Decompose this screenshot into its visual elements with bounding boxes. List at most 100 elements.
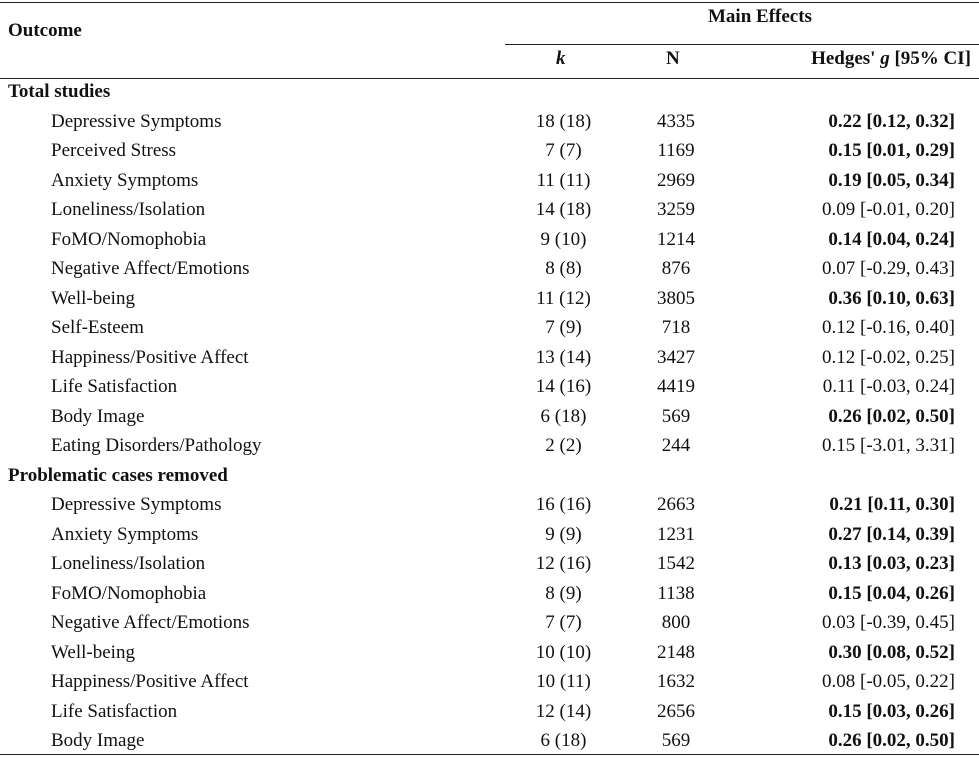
n-cell: 569 [661, 730, 691, 751]
header-n: N [666, 48, 680, 69]
hedges-g-cell: 0.19 [0.05, 0.34] [828, 169, 955, 191]
table-row: Well-being 11 (12) 3805 0.36 [0.10, 0.63] [0, 285, 979, 315]
header-main-effects: Main Effects [708, 6, 812, 27]
table-row: Life Satisfaction 12 (14) 2656 0.15 [0.03, … [0, 698, 979, 728]
k-cell: 14 (16) [535, 376, 592, 397]
outcome-cell: Well-being [51, 287, 135, 309]
table-row: Depressive Symptoms 18 (18) 4335 0.22 [0.12… [0, 108, 979, 138]
hedges-g-cell: 0.03 [-0.39, 0.45] [822, 612, 955, 633]
k-cell: 8 (8) [545, 258, 582, 279]
table-row: Body Image 6 (18) 569 0.26 [0.02, 0.50] [0, 727, 979, 757]
table-row: Negative Affect/Emotions 7 (7) 800 0.03 [-0… [0, 609, 979, 639]
k-cell: 8 (9) [545, 582, 582, 604]
n-cell: 1231 [657, 523, 695, 545]
table-row: Body Image 6 (18) 569 0.26 [0.02, 0.50] [0, 403, 979, 433]
table-row: Happiness/Positive Affect 13 (14) 3427 0.12… [0, 344, 979, 374]
table-row: Depressive Symptoms 16 (16) 2663 0.21 [0.11… [0, 491, 979, 521]
table-row: Happiness/Positive Affect 10 (11) 1632 0.08… [0, 668, 979, 698]
section-title: Total studies [8, 81, 111, 102]
hedges-g-cell: 0.27 [0.14, 0.39] [828, 523, 955, 545]
header-g-prefix: Hedges' [811, 48, 881, 69]
k-cell: 9 (10) [540, 228, 587, 250]
outcome-cell: Depressive Symptoms [51, 494, 222, 515]
n-cell: 1169 [657, 140, 695, 161]
n-cell: 1632 [657, 671, 695, 692]
hedges-g-cell: 0.26 [0.02, 0.50] [828, 730, 955, 751]
outcome-cell: Eating Disorders/Pathology [51, 435, 262, 456]
table-row: Self-Esteem 7 (9) 718 0.12 [-0.16, 0.40] [0, 314, 979, 344]
n-cell: 1138 [657, 582, 695, 604]
main-effects-span-rule [505, 44, 979, 45]
k-cell: 6 (18) [540, 405, 587, 427]
outcome-cell: Body Image [51, 730, 145, 751]
hedges-g-cell: 0.09 [-0.01, 0.20] [822, 199, 955, 220]
k-cell: 7 (7) [545, 612, 582, 633]
hedges-g-cell: 0.11 [-0.03, 0.24] [822, 376, 955, 397]
header-bottom-rule [0, 78, 979, 79]
table-row: Eating Disorders/Pathology 2 (2) 244 0.15 [… [0, 432, 979, 462]
header-g-italic: g [880, 48, 890, 69]
table-body: Total studies Depressive Symptoms 18 (18) 4… [0, 78, 979, 757]
n-cell: 4419 [657, 376, 695, 397]
header-k: k [556, 48, 566, 69]
n-cell: 1214 [657, 228, 695, 250]
table-row: Loneliness/Isolation 12 (16) 1542 0.13 [0.0… [0, 550, 979, 580]
table-row: Anxiety Symptoms 11 (11) 2969 0.19 [0.05, 0… [0, 167, 979, 197]
n-cell: 569 [661, 405, 691, 427]
outcome-cell: Perceived Stress [51, 140, 177, 161]
k-cell: 12 (16) [535, 553, 592, 574]
outcome-cell: Happiness/Positive Affect [51, 671, 249, 692]
table-row: Negative Affect/Emotions 8 (8) 876 0.07 [-0… [0, 255, 979, 285]
k-cell: 11 (12) [536, 287, 591, 309]
n-cell: 718 [661, 317, 691, 338]
n-cell: 876 [661, 258, 691, 279]
outcome-cell: Depressive Symptoms [51, 110, 222, 132]
section-title: Problematic cases removed [8, 464, 228, 486]
table-row: Life Satisfaction 14 (16) 4419 0.11 [-0.03,… [0, 373, 979, 403]
outcome-cell: Loneliness/Isolation [51, 553, 206, 574]
k-cell: 11 (11) [536, 169, 591, 191]
k-cell: 9 (9) [545, 523, 582, 545]
n-cell: 4335 [657, 110, 695, 132]
table-row: FoMO/Nomophobia 9 (10) 1214 0.14 [0.04, 0.2… [0, 226, 979, 256]
k-cell: 7 (7) [545, 140, 582, 161]
outcome-cell: Negative Affect/Emotions [51, 258, 250, 279]
hedges-g-cell: 0.30 [0.08, 0.52] [828, 641, 955, 663]
outcome-cell: Life Satisfaction [51, 376, 178, 397]
n-cell: 800 [661, 612, 691, 633]
k-cell: 14 (18) [535, 199, 592, 220]
k-cell: 18 (18) [535, 110, 592, 132]
section-header-row: Total studies [0, 78, 979, 108]
table-row: FoMO/Nomophobia 8 (9) 1138 0.15 [0.04, 0.26… [0, 580, 979, 610]
n-cell: 2663 [657, 494, 695, 515]
k-cell: 10 (10) [535, 641, 592, 663]
outcome-cell: Life Satisfaction [51, 700, 178, 722]
header-outcome: Outcome [8, 20, 82, 41]
n-cell: 2969 [657, 169, 695, 191]
hedges-g-cell: 0.07 [-0.29, 0.43] [822, 258, 955, 279]
table-row: Perceived Stress 7 (7) 1169 0.15 [0.01, 0.2… [0, 137, 979, 167]
table-bottom-rule [0, 754, 979, 755]
table-row: Well-being 10 (10) 2148 0.30 [0.08, 0.52] [0, 639, 979, 669]
n-cell: 3805 [657, 287, 695, 309]
outcome-cell: Happiness/Positive Affect [51, 346, 249, 368]
hedges-g-cell: 0.22 [0.12, 0.32] [828, 110, 955, 132]
hedges-g-cell: 0.15 [0.04, 0.26] [828, 582, 955, 604]
hedges-g-cell: 0.12 [-0.16, 0.40] [822, 317, 955, 338]
outcome-cell: Body Image [51, 405, 145, 427]
hedges-g-cell: 0.13 [0.03, 0.23] [828, 553, 955, 574]
n-cell: 244 [661, 435, 691, 456]
hedges-g-cell: 0.15 [0.03, 0.26] [828, 700, 955, 722]
hedges-g-cell: 0.12 [-0.02, 0.25] [822, 346, 955, 368]
hedges-g-cell: 0.21 [0.11, 0.30] [829, 494, 955, 515]
header-g-suffix: [95% CI] [889, 48, 971, 69]
outcome-cell: Loneliness/Isolation [51, 199, 206, 220]
hedges-g-cell: 0.36 [0.10, 0.63] [828, 287, 955, 309]
section-header-row: Problematic cases removed [0, 462, 979, 492]
outcome-cell: Anxiety Symptoms [51, 169, 199, 191]
hedges-g-cell: 0.15 [0.01, 0.29] [828, 140, 955, 161]
outcome-cell: FoMO/Nomophobia [51, 228, 207, 250]
n-cell: 3259 [657, 199, 695, 220]
outcome-cell: Anxiety Symptoms [51, 523, 199, 545]
table-row: Anxiety Symptoms 9 (9) 1231 0.27 [0.14, 0.3… [0, 521, 979, 551]
